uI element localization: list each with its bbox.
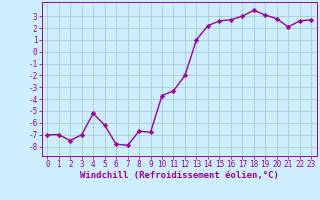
X-axis label: Windchill (Refroidissement éolien,°C): Windchill (Refroidissement éolien,°C) xyxy=(80,171,279,180)
